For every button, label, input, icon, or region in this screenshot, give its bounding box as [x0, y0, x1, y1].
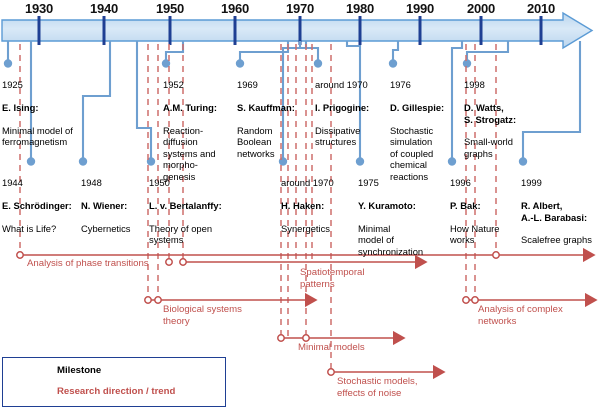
milestone-kuramoto: 1975 Y. Kuramoto: Minimal model of synch…	[358, 166, 442, 269]
milestone-turing: 1952 A.M. Turing: Reaction- diffusion sy…	[163, 68, 229, 193]
axis-tick-label: 2010	[526, 1, 556, 16]
milestone-albert-barabasi: 1999 R. Albert, A.-L. Barabasi: Scalefre…	[521, 166, 600, 257]
axis-tick-label: 1990	[405, 1, 435, 16]
milestone-watts-strogatz: 1998 D. Watts, S. Strogatz: Small-world …	[464, 68, 530, 171]
axis-tick-label: 1940	[89, 1, 119, 16]
trend-dashed-connectors	[19, 44, 497, 372]
trend-label-phase-transitions: Analysis of phase transitions	[27, 258, 149, 269]
axis-arrow-band	[1, 11, 594, 50]
trend-label-minimal-models: Minimal models	[298, 342, 365, 353]
milestone-author: L. v. Bertalanffy:	[149, 200, 222, 212]
milestone-bak: 1996 P. Bak: How Nature works	[450, 166, 514, 257]
milestone-author: H. Haken:	[281, 200, 325, 212]
milestone-year: 1969	[237, 79, 258, 91]
milestone-year: 1952	[163, 79, 184, 91]
milestone-author: P. Bak:	[450, 200, 481, 212]
milestone-prigogine: around 1970 I. Prigogine: Dissipative st…	[315, 68, 377, 159]
axis-tick-label: 1980	[345, 1, 375, 16]
legend-label-milestone: Milestone	[57, 365, 102, 376]
milestone-year: 1999	[521, 177, 542, 189]
milestone-year: 1950	[149, 177, 170, 189]
milestone-desc: What is Life?	[2, 223, 57, 235]
milestone-author: Y. Kuramoto:	[358, 200, 416, 212]
milestone-desc: Minimal model of synchronization	[358, 223, 424, 257]
milestone-year: 1975	[358, 177, 379, 189]
milestone-author: D. Gillespie:	[390, 102, 445, 114]
milestone-year: 1998	[464, 79, 485, 91]
milestone-desc: Stochastic simulation of coupled chemica…	[390, 125, 434, 182]
milestone-schroedinger: 1944 E. Schrödinger: What is Life?	[2, 166, 80, 246]
milestone-author: N. Wiener:	[81, 200, 128, 212]
milestone-year: 1944	[2, 177, 23, 189]
milestone-desc: Reaction- diffusion systems and morpho- …	[163, 125, 216, 182]
milestone-year: around 1970	[281, 177, 334, 189]
milestone-desc: Scalefree graphs	[521, 234, 592, 246]
milestone-author: R. Albert, A.-L. Barabasi:	[521, 200, 588, 223]
milestone-gillespie: 1976 D. Gillespie: Stochastic simulation…	[390, 68, 452, 193]
axis-ticks	[37, 16, 543, 45]
milestone-bertalanffy: 1950 L. v. Bertalanffy: Theory of open s…	[149, 166, 233, 257]
axis-tick-label: 2000	[466, 1, 496, 16]
milestone-year: 1948	[81, 177, 102, 189]
milestone-desc: Theory of open systems	[149, 223, 213, 246]
axis-tick-label: 1970	[285, 1, 315, 16]
milestone-year: around 1970	[315, 79, 368, 91]
milestone-author: E. Schrödinger:	[2, 200, 72, 212]
axis-tick-label: 1960	[220, 1, 250, 16]
milestone-dots	[3, 59, 528, 166]
milestone-desc: Random Boolean networks	[237, 125, 275, 159]
trend-origin-rings	[16, 251, 500, 376]
milestone-author: S. Kauffman:	[237, 102, 295, 114]
milestone-year: 1925	[2, 79, 23, 91]
milestone-ising: 1925 E. Ising: Minimal model of ferromag…	[2, 68, 97, 159]
milestone-desc: Synergetics	[281, 223, 330, 235]
milestone-author: A.M. Turing:	[163, 102, 217, 114]
legend-box	[2, 357, 226, 407]
axis-tick-label: 1950	[155, 1, 185, 16]
milestone-year: 1996	[450, 177, 471, 189]
milestone-haken: around 1970 H. Haken: Synergetics	[281, 166, 351, 246]
milestone-kauffman: 1969 S. Kauffman: Random Boolean network…	[237, 68, 301, 171]
trend-arrows	[20, 247, 598, 380]
milestone-desc: How Nature works	[450, 223, 500, 246]
trend-label-stochastic-models: Stochastic models, effects of noise	[337, 376, 418, 399]
milestone-year: 1976	[390, 79, 411, 91]
trend-label-spatiotemporal: Spatiotemporal patterns	[300, 267, 365, 290]
milestone-author: E. Ising:	[2, 102, 39, 114]
milestone-desc: Cybernetics	[81, 223, 131, 235]
milestone-desc: Small-world graphs	[464, 136, 513, 159]
milestone-desc: Minimal model of ferromagnetism	[2, 125, 73, 148]
axis-tick-label: 1930	[24, 1, 54, 16]
milestone-desc: Dissipative structures	[315, 125, 361, 148]
milestone-author: D. Watts, S. Strogatz:	[464, 102, 517, 125]
trend-label-complex-networks: Analysis of complex networks	[478, 304, 563, 327]
trend-label-biological-systems: Biological systems theory	[163, 304, 242, 327]
milestone-author: I. Prigogine:	[315, 102, 370, 114]
milestone-wiener: 1948 N. Wiener: Cybernetics	[81, 166, 147, 246]
legend-label-trend: Research direction / trend	[57, 386, 176, 397]
